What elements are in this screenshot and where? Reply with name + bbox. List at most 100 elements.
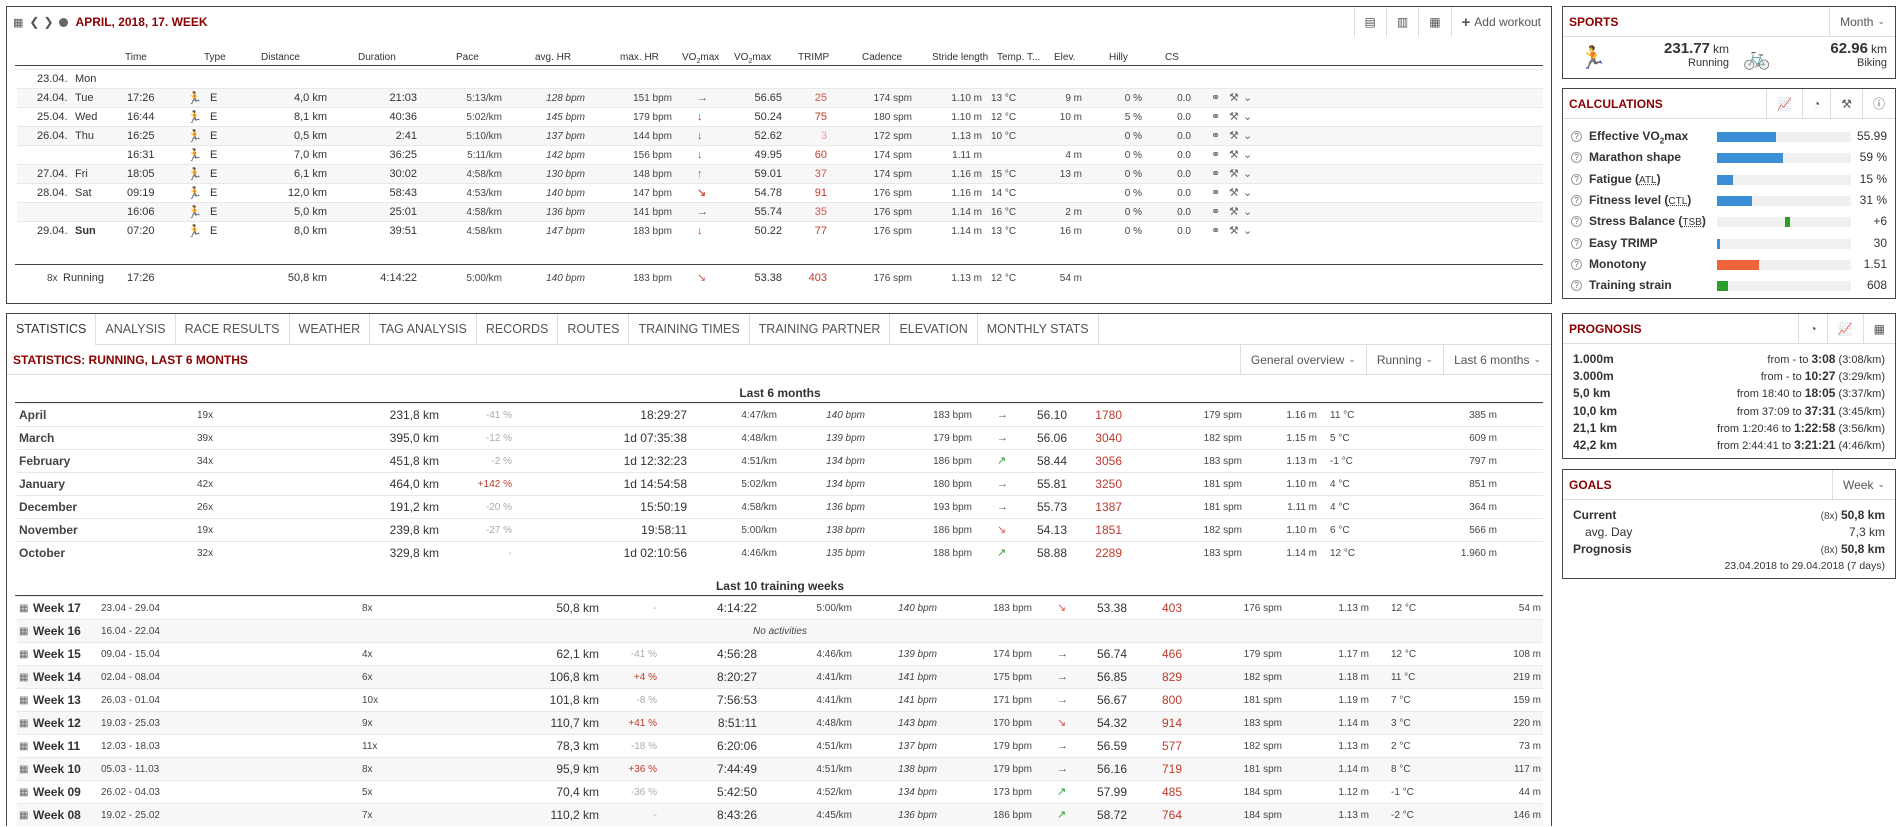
tab-routes[interactable]: ROUTES [558,314,630,345]
calculator-icon[interactable]: ▦ [1862,313,1895,344]
week-row[interactable]: 28.04. Sat 09:19 12,0 km 58:43 4:53/km 140 bpm… [17,183,1543,202]
month-stat-row[interactable]: March 39x 395,0 km -12 % 1d 07:35:38 4:48/km 1… [17,426,1543,449]
prognosis-row[interactable]: 5,0 km from 18:40 to 18:05 (3:37/km) [1573,385,1885,402]
month-stat-row[interactable]: January 42x 464,0 km +142 % 1d 14:54:58 5:02/… [17,472,1543,495]
week-stat-row[interactable]: ▦ Week 15 09.04 - 15.04 4x 62,1 km -41 % 4:56:… [17,642,1543,665]
column-header[interactable]: VO2max [734,52,772,65]
range-dropdown[interactable]: Last 6 months ⌄ [1443,344,1551,375]
column-header[interactable]: Distance [261,52,300,63]
line-chart-icon[interactable]: 📈 [1766,88,1802,119]
help-icon[interactable]: ? [1571,173,1582,185]
prognosis-row[interactable]: 3.000m from - to 10:27 (3:29/km) [1573,368,1885,385]
help-icon[interactable]: ? [1571,280,1582,292]
week-stat-row[interactable]: ▦ Week 09 26.02 - 04.03 5x 70,4 km -36 % 5:42:… [17,780,1543,803]
line-chart-icon[interactable]: 📈 [1826,313,1863,344]
chevron-down-icon[interactable]: ⌄ [1243,130,1253,142]
column-header[interactable]: Stride length [932,52,989,63]
tab-elevation[interactable]: ELEVATION [890,314,978,345]
wrench-icon[interactable]: ⚒ [1229,187,1239,199]
wrench-icon[interactable]: ⚒ [1229,111,1239,123]
help-icon[interactable]: ? [1571,152,1582,164]
add-workout-button[interactable]: + Add workout [1450,7,1551,37]
calculation-row[interactable]: ? Easy TRIMP 30 [1571,233,1887,254]
calculation-row[interactable]: ? Monotony 1.51 [1571,254,1887,275]
chevron-down-icon[interactable]: ⌄ [1243,92,1253,104]
month-stat-row[interactable]: April 19x 231,8 km -41 % 18:29:27 4:47/km 140 … [17,403,1543,426]
calculation-row[interactable]: ? Stress Balance (TSB) +6 [1571,211,1887,232]
tab-monthly-stats[interactable]: MONTHLY STATS [978,314,1099,345]
month-stat-row[interactable]: October 32x 329,8 km - 1d 02:10:56 4:46/km 135… [17,541,1543,564]
week-row[interactable]: 24.04. Tue 17:26 4,0 km 21:03 5:13/km 128 bpm 1… [17,88,1543,107]
calculation-row[interactable]: ? Training strain 608 [1571,275,1887,296]
sport-dropdown[interactable]: Running ⌄ [1365,344,1443,375]
month-stat-row[interactable]: February 34x 451,8 km -2 % 1d 12:32:23 4:51/k… [17,449,1543,472]
tab-race-results[interactable]: RACE RESULTS [176,314,290,345]
week-stat-row[interactable]: ▦ Week 16 16.04 - 22.04 No activities [17,619,1543,642]
column-header[interactable]: CS [1165,52,1179,63]
week-row[interactable]: 27.04. Fri 18:05 6,1 km 30:02 4:58/km 130 bpm 1… [17,164,1543,183]
week-stat-row[interactable]: ▦ Week 10 05.03 - 11.03 8x 95,9 km +36 % 7:44:… [17,757,1543,780]
column-header[interactable]: VO2max [682,52,720,65]
week-row[interactable]: 23.04. Mon [17,69,1543,88]
tab-weather[interactable]: WEATHER [290,314,371,345]
wrench-icon[interactable]: ⚒ [1229,92,1239,104]
link-icon[interactable]: ⚭ [1211,130,1221,142]
chevron-down-icon[interactable]: ⌄ [1243,149,1253,161]
wrench-icon[interactable]: ⚒ [1229,149,1239,161]
goals-period-dropdown[interactable]: Week ⌄ [1831,469,1895,500]
bar-chart-alt-button[interactable]: ▦ [1418,7,1450,37]
chevron-down-icon[interactable]: ⌄ [1243,111,1253,123]
link-icon[interactable]: ⚭ [1211,168,1221,180]
column-header[interactable]: Elev. [1054,52,1076,63]
calculation-row[interactable]: ? Effective VO2max 55.99 [1571,126,1887,147]
column-header[interactable]: Temp. [997,52,1025,63]
week-row[interactable]: 16:31 7,0 km 36:25 5:11/km 142 bpm 156 bpm 49.… [17,145,1543,164]
help-icon[interactable]: ? [1571,194,1582,206]
week-row[interactable]: 25.04. Wed 16:44 8,1 km 40:36 5:02/km 145 bpm 1… [17,107,1543,126]
week-stat-row[interactable]: ▦ Week 14 02.04 - 08.04 6x 106,8 km +4 % 8:20:… [17,665,1543,688]
wrench-icon[interactable]: ⚒ [1229,225,1239,237]
wrench-icon[interactable]: ⚒ [1229,130,1239,142]
week-stat-row[interactable]: ▦ Week 08 19.02 - 25.02 7x 110,2 km - 8:43:26 4… [17,803,1543,826]
prognosis-row[interactable]: 10,0 km from 37:09 to 37:31 (3:45/km) [1573,403,1885,420]
column-header[interactable]: TRIMP [798,52,830,63]
calendar-icon[interactable]: ▦ [13,16,24,29]
help-icon[interactable]: ? [1571,237,1582,249]
current-week-icon[interactable] [58,17,68,27]
week-row[interactable]: 26.04. Thu 16:25 0,5 km 2:41 5:10/km 137 bpm 14… [17,126,1543,145]
week-row[interactable]: 16:06 5,0 km 25:01 4:58/km 136 bpm 141 bpm 55.… [17,202,1543,221]
tab-tag-analysis[interactable]: TAG ANALYSIS [370,314,477,345]
prognosis-row[interactable]: 42,2 km from 2:44:41 to 3:21:21 (4:46/km) [1573,437,1885,454]
week-stat-row[interactable]: ▦ Week 13 26.03 - 01.04 10x 101,8 km -8 % 7:56… [17,688,1543,711]
week-stat-row[interactable]: ▦ Week 12 19.03 - 25.03 9x 110,7 km +41 % 8:51… [17,711,1543,734]
prev-week-icon[interactable]: ❮ [29,15,40,29]
month-stat-row[interactable]: November 19x 239,8 km -27 % 19:58:11 5:00/km 1… [17,518,1543,541]
chevron-down-icon[interactable]: ⌄ [1243,225,1253,237]
wrench-icon[interactable]: ⚒ [1229,168,1239,180]
column-header[interactable]: Pace [456,52,479,63]
calculation-row[interactable]: ? Fatigue (ATL) 15 % [1571,169,1887,190]
info-icon[interactable]: ⓘ [1861,88,1895,119]
week-stat-row[interactable]: ▦ Week 11 12.03 - 18.03 11x 78,3 km -18 % 6:20… [17,734,1543,757]
sports-period-dropdown[interactable]: Month ⌄ [1829,6,1895,37]
calculation-row[interactable]: ? Marathon shape 59 % [1571,147,1887,168]
help-icon[interactable]: ? [1571,258,1582,270]
calculation-row[interactable]: ? Fitness level (CTL) 31 % [1571,190,1887,211]
column-header[interactable]: Duration [358,52,396,63]
column-header[interactable]: Hilly [1109,52,1128,63]
overview-dropdown[interactable]: General overview ⌄ [1239,344,1366,375]
tab-records[interactable]: RECORDS [477,314,559,345]
next-week-icon[interactable]: ❯ [43,15,54,29]
prognosis-row[interactable]: 1.000m from - to 3:08 (3:08/km) [1573,351,1885,368]
column-header[interactable]: max. HR [620,52,659,63]
bar-chart-button[interactable]: ▥ [1385,7,1418,37]
link-icon[interactable]: ⚭ [1211,111,1221,123]
magic-wand-icon[interactable]: ⚒ [1830,88,1862,119]
wrench-icon[interactable]: ⚒ [1229,206,1239,218]
chevron-down-icon[interactable]: ⌄ [1243,206,1253,218]
column-header[interactable]: T... [1027,52,1041,63]
card-view-button[interactable]: ▤ [1353,7,1386,37]
link-icon[interactable]: ⚭ [1211,187,1221,199]
help-icon[interactable]: ? [1571,216,1582,228]
column-header[interactable]: avg. HR [535,52,572,63]
